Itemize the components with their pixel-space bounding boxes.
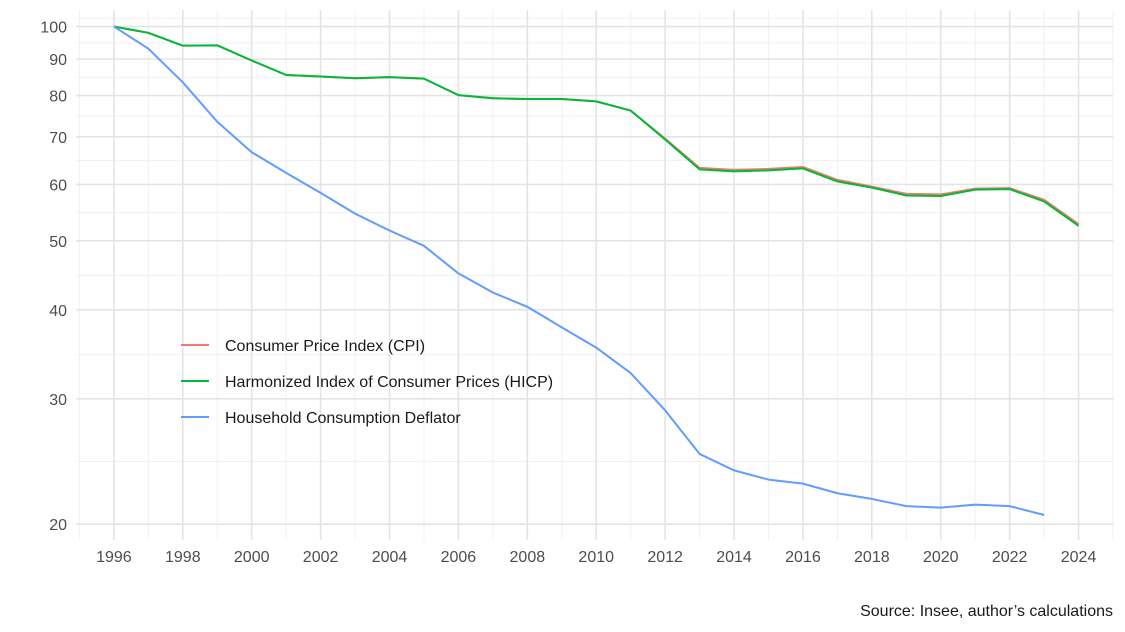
minor-gridlines (76, 10, 1114, 540)
x-tick-label: 2006 (441, 549, 477, 566)
x-tick-label: 2002 (303, 549, 339, 566)
x-tick-label: 2010 (578, 549, 614, 566)
x-axis-tick-labels: 1996 1998 2000 2002 2004 2006 2008 2010 2012 2014… (96, 549, 1096, 566)
y-tick-label: 100 (40, 20, 67, 37)
x-tick-label: 2008 (510, 549, 546, 566)
x-tick-label: 2018 (854, 549, 890, 566)
source-caption: Source: Insee, author’s calculations (860, 603, 1113, 620)
y-tick-label: 20 (49, 517, 67, 534)
y-tick-label: 80 (49, 89, 67, 106)
major-gridlines (76, 10, 1113, 540)
legend: Consumer Price Index (CPI) Harmonized Ind… (181, 338, 553, 427)
y-tick-label: 30 (49, 392, 67, 409)
x-tick-label: 1998 (165, 549, 201, 566)
series-line-2 (113, 25, 1080, 227)
x-tick-label: 2016 (785, 549, 821, 566)
y-axis-tick-labels: 20 30 40 50 60 70 80 90 100 (40, 20, 67, 535)
legend-label-1: Consumer Price Index (CPI) (225, 338, 425, 355)
y-tick-label: 60 (49, 177, 67, 194)
y-tick-label: 50 (49, 234, 67, 251)
series-line-3 (113, 25, 1045, 516)
legend-label-2: Harmonized Index of Consumer Prices (HIC… (225, 374, 553, 391)
series-lines (113, 25, 1080, 516)
x-tick-label: 2000 (234, 549, 270, 566)
x-tick-label: 2014 (716, 549, 752, 566)
y-tick-label: 90 (49, 52, 67, 69)
legend-label-3: Household Consumption Deflator (225, 410, 461, 427)
x-tick-label: 1996 (96, 549, 132, 566)
y-tick-label: 40 (49, 303, 67, 320)
x-tick-label: 2012 (647, 549, 683, 566)
x-tick-label: 2022 (992, 549, 1028, 566)
x-tick-label: 2024 (1061, 549, 1097, 566)
y-tick-label: 70 (49, 130, 67, 147)
x-tick-label: 2004 (372, 549, 408, 566)
x-tick-label: 2020 (923, 549, 959, 566)
